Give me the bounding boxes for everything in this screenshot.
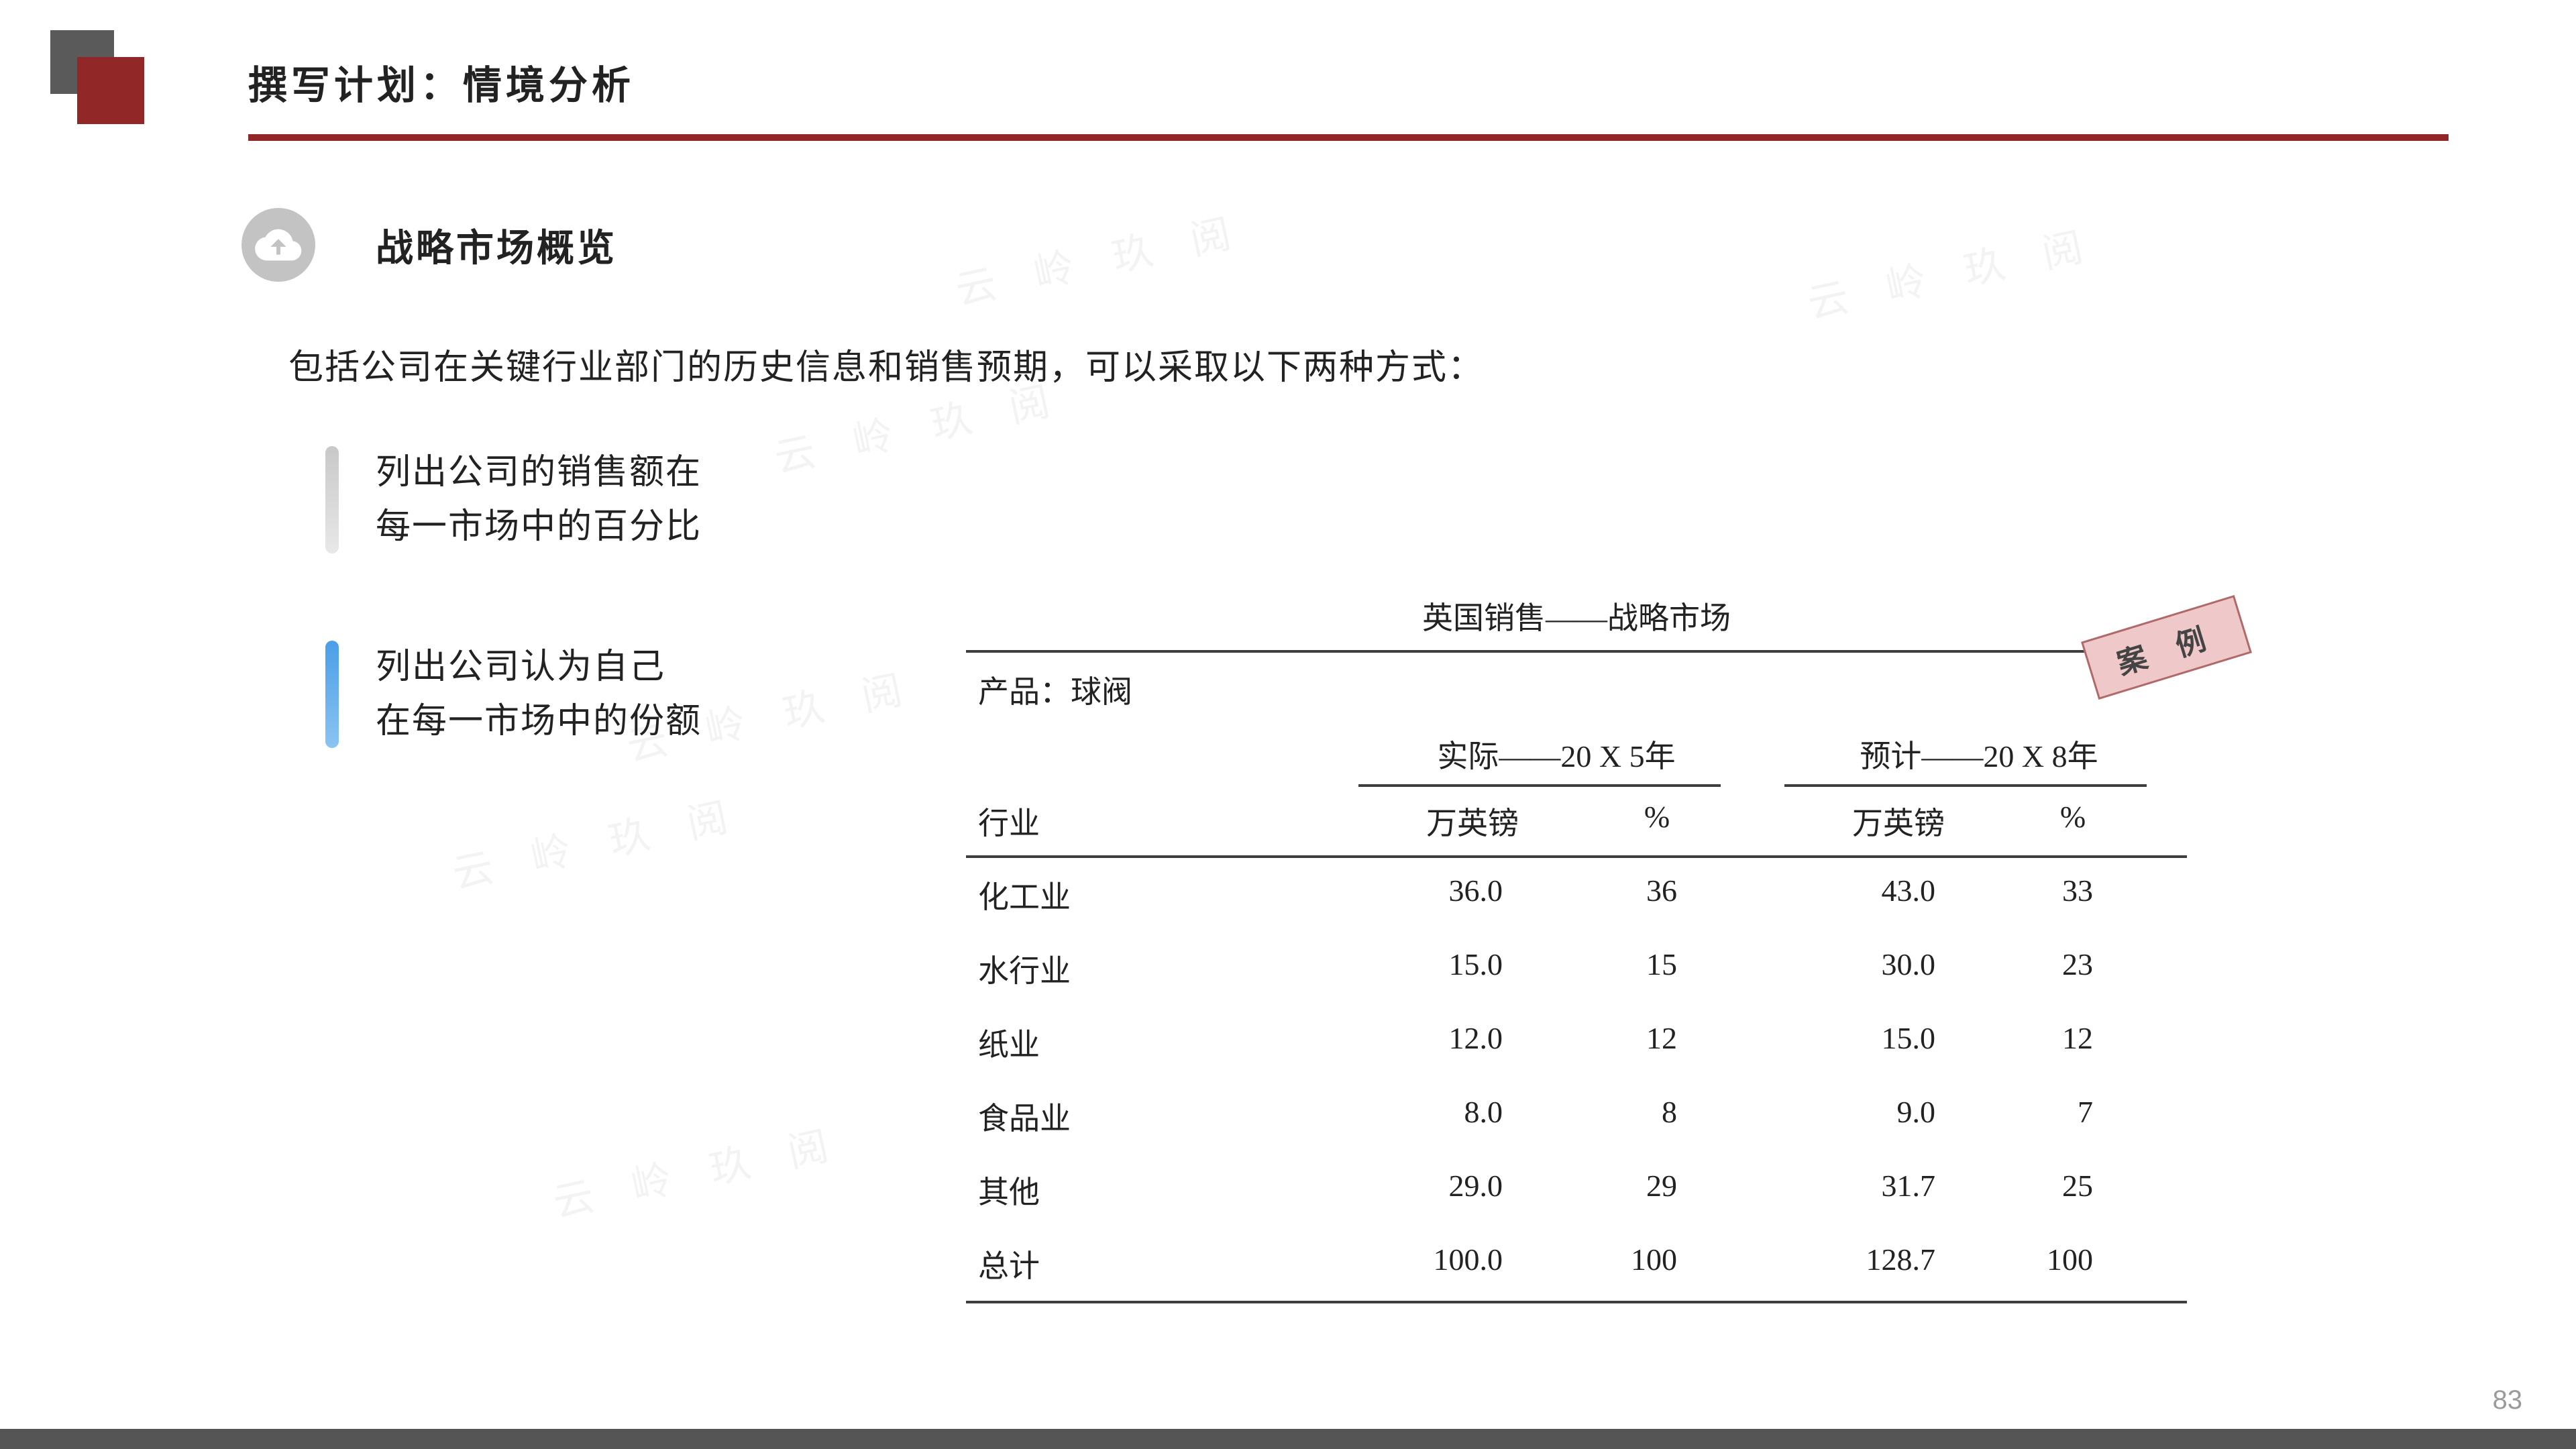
bullet1-text: 列出公司的销售额在 每一市场中的百分比 xyxy=(376,446,702,554)
table-row: 食品业8.08 9.07 xyxy=(966,1079,2187,1153)
row-label: 化工业 xyxy=(966,873,1362,917)
table-body: 化工业36.03643.033水行业15.01530.023纸业12.01215… xyxy=(966,858,2187,1301)
table-title: 英国销售——战略市场 xyxy=(966,594,2187,650)
row-label: 总计 xyxy=(966,1242,1362,1286)
row-forecast-amount: 9.0 xyxy=(1798,1094,1999,1138)
table-header-cols: 行业 万英镑 % 万英镑 % xyxy=(966,787,2187,855)
bullet2-line1: 列出公司认为自己 xyxy=(376,641,702,695)
table-rule-partial xyxy=(966,784,2187,787)
row-actual-pct: 29 xyxy=(1583,1168,1731,1212)
table-row: 总计100.0100128.7100 xyxy=(966,1227,2187,1301)
title-rule xyxy=(248,134,2449,141)
row-actual-amount: 36.0 xyxy=(1362,873,1583,917)
header-industry: 行业 xyxy=(966,799,1362,843)
row-forecast-amount: 128.7 xyxy=(1798,1242,1999,1286)
row-forecast-amount: 43.0 xyxy=(1798,873,1999,917)
intro-text: 包括公司在关键行业部门的历史信息和销售预期，可以采取以下两种方式： xyxy=(288,339,1484,389)
cloud-upload-icon xyxy=(241,208,315,282)
watermark: 云 岭 玖 阅 xyxy=(447,782,747,900)
row-forecast-pct: 12 xyxy=(1999,1020,2147,1065)
row-actual-pct: 12 xyxy=(1583,1020,1731,1065)
row-forecast-pct: 100 xyxy=(1999,1242,2147,1286)
row-actual-amount: 15.0 xyxy=(1362,947,1583,991)
row-actual-amount: 8.0 xyxy=(1362,1094,1583,1138)
header-forecast: 预计——20 X 8年 xyxy=(1805,732,2153,776)
header-pct-1: % xyxy=(1583,799,1731,843)
row-label: 食品业 xyxy=(966,1094,1362,1138)
bullet-bar-blue xyxy=(325,641,339,748)
bullet2-line2: 在每一市场中的份额 xyxy=(376,695,702,749)
table-rule-bottom xyxy=(966,1301,2187,1303)
table-product: 产品：球阀 xyxy=(966,653,2187,727)
table-area: 英国销售——战略市场 产品：球阀 实际——20 X 5年 预计——20 X 8年… xyxy=(966,594,2187,1303)
slide-title: 撰写计划：情境分析 xyxy=(248,54,635,110)
row-actual-amount: 29.0 xyxy=(1362,1168,1583,1212)
row-forecast-pct: 7 xyxy=(1999,1094,2147,1138)
table-row: 其他29.029 31.725 xyxy=(966,1153,2187,1227)
header-pct-2: % xyxy=(1999,799,2147,843)
bullet2-text: 列出公司认为自己 在每一市场中的份额 xyxy=(376,641,702,749)
table-row: 水行业15.015 30.023 xyxy=(966,932,2187,1006)
section-heading: 战略市场概览 xyxy=(376,218,617,272)
watermark: 云 岭 玖 阅 xyxy=(950,198,1250,316)
row-forecast-amount: 30.0 xyxy=(1798,947,1999,991)
row-actual-pct: 100 xyxy=(1583,1242,1731,1286)
table-header-period: 实际——20 X 5年 预计——20 X 8年 xyxy=(966,727,2187,784)
row-label: 纸业 xyxy=(966,1020,1362,1065)
table-row: 化工业36.036 43.033 xyxy=(966,858,2187,932)
header-actual: 实际——20 X 5年 xyxy=(1362,732,1751,776)
footer-bar xyxy=(0,1429,2576,1449)
header-amount-2: 万英镑 xyxy=(1798,799,1999,843)
bullet-bar-grey xyxy=(325,446,339,553)
row-forecast-amount: 15.0 xyxy=(1798,1020,1999,1065)
slide: 云 岭 玖 阅 云 岭 玖 阅 云 岭 玖 阅 云 岭 玖 阅 云 岭 玖 阅 … xyxy=(0,0,2576,1449)
row-actual-pct: 36 xyxy=(1583,873,1731,917)
bullet1-line1: 列出公司的销售额在 xyxy=(376,446,702,500)
row-forecast-pct: 23 xyxy=(1999,947,2147,991)
corner-square-red xyxy=(77,57,144,124)
row-label: 其他 xyxy=(966,1168,1362,1212)
page-number: 83 xyxy=(2493,1385,2523,1415)
row-forecast-pct: 33 xyxy=(1999,873,2147,917)
watermark: 云 岭 玖 阅 xyxy=(1802,211,2102,329)
row-actual-pct: 8 xyxy=(1583,1094,1731,1138)
row-actual-amount: 100.0 xyxy=(1362,1242,1583,1286)
header-amount-1: 万英镑 xyxy=(1362,799,1583,843)
row-label: 水行业 xyxy=(966,947,1362,991)
row-actual-amount: 12.0 xyxy=(1362,1020,1583,1065)
watermark: 云 岭 玖 阅 xyxy=(547,1110,847,1228)
bullet1-line2: 每一市场中的百分比 xyxy=(376,500,702,555)
table-row: 纸业12.01215.012 xyxy=(966,1006,2187,1079)
row-forecast-pct: 25 xyxy=(1999,1168,2147,1212)
row-actual-pct: 15 xyxy=(1583,947,1731,991)
row-forecast-amount: 31.7 xyxy=(1798,1168,1999,1212)
